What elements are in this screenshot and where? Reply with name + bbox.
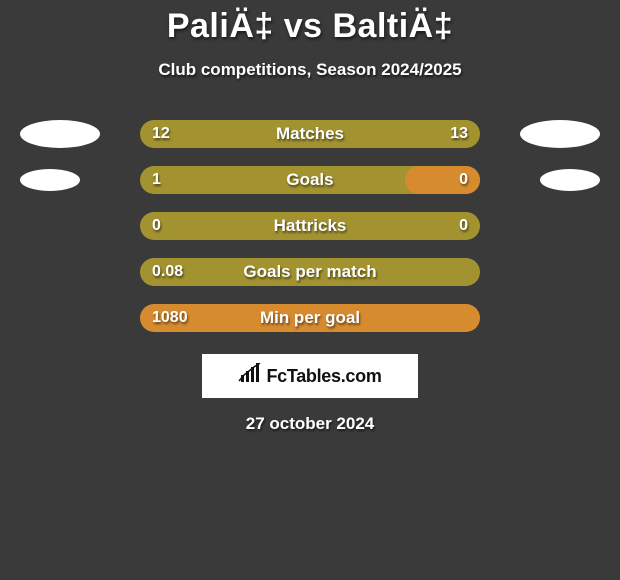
chart-icon: [238, 363, 262, 390]
brand-text: FcTables.com: [266, 366, 381, 387]
stat-row: 1080Min per goal: [0, 304, 620, 332]
stat-bar: 10Goals: [140, 166, 480, 194]
stat-bar: 00Hattricks: [140, 212, 480, 240]
page-subtitle: Club competitions, Season 2024/2025: [0, 60, 620, 80]
right-player-ellipse: [520, 120, 600, 148]
stat-bar-fill: [405, 166, 480, 194]
footer-date: 27 october 2024: [0, 414, 620, 434]
stats-container: 1213Matches 10Goals 00Hattricks 0.08Goals p…: [0, 120, 620, 332]
page-title: PaliÄ‡ vs BaltiÄ‡: [0, 0, 620, 46]
stat-bar-bg: [140, 212, 480, 240]
right-player-ellipse: [540, 169, 600, 191]
stat-bar-bg: [140, 258, 480, 286]
stat-bar: 0.08Goals per match: [140, 258, 480, 286]
left-player-ellipse: [20, 120, 100, 148]
stat-bar-bg: [140, 304, 480, 332]
stat-bar: 1213Matches: [140, 120, 480, 148]
stat-bar-bg: [140, 120, 480, 148]
stat-row: 00Hattricks: [0, 212, 620, 240]
stat-bar: 1080Min per goal: [140, 304, 480, 332]
stat-row: 10Goals: [0, 166, 620, 194]
stat-row: 1213Matches: [0, 120, 620, 148]
brand-badge[interactable]: FcTables.com: [202, 354, 418, 398]
stat-row: 0.08Goals per match: [0, 258, 620, 286]
left-player-ellipse: [20, 169, 80, 191]
comparison-widget: PaliÄ‡ vs BaltiÄ‡ Club competitions, Sea…: [0, 0, 620, 580]
